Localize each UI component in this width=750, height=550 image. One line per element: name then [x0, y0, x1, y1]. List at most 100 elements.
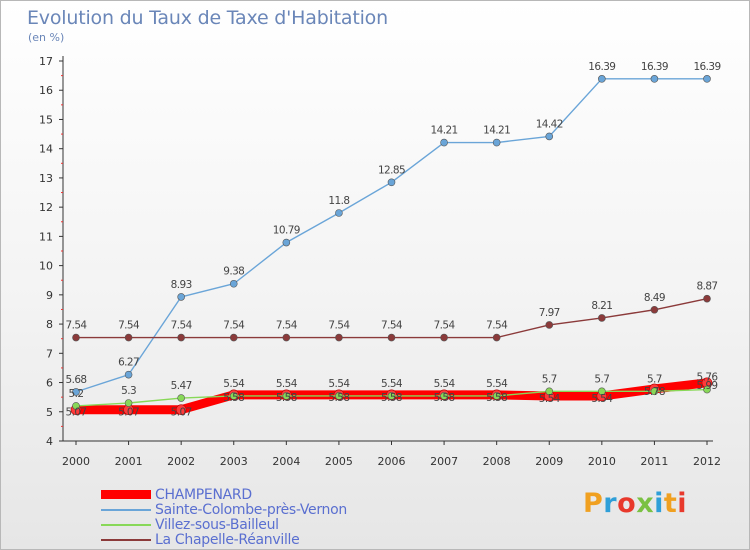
data-label: 7.54 — [328, 320, 350, 332]
data-label: 5.78 — [644, 386, 665, 398]
data-label: 14.21 — [431, 125, 458, 137]
data-label: 5.54 — [591, 393, 613, 405]
logo-letter: x — [636, 488, 655, 519]
data-point — [177, 293, 185, 301]
data-label: 5.58 — [434, 392, 455, 404]
data-label: 7.54 — [118, 320, 140, 332]
chart-subtitle: (en %) — [28, 31, 65, 44]
y-tick-label: 4 — [46, 435, 53, 448]
y-tick-label: 16 — [39, 84, 53, 97]
legend-item: Sainte-Colombe-près-Vernon — [101, 501, 347, 518]
data-point — [492, 138, 501, 147]
data-label: 5.58 — [381, 392, 402, 404]
y-tick-label: 14 — [39, 143, 53, 156]
data-label: 16.39 — [641, 61, 668, 73]
x-tick-label: 2008 — [483, 455, 511, 468]
x-tick-label: 2001 — [115, 455, 143, 468]
logo-letter: i — [654, 488, 664, 519]
y-tick-label: 7 — [46, 347, 53, 360]
data-label: 7.54 — [276, 320, 298, 332]
data-label: 5.7 — [594, 373, 609, 385]
data-point — [598, 387, 606, 396]
data-label: 7.54 — [171, 320, 193, 332]
data-point — [387, 333, 396, 342]
y-tick-label: 13 — [39, 172, 53, 185]
data-point — [282, 392, 291, 400]
data-label: 9.38 — [223, 266, 244, 278]
series-line — [76, 297, 708, 339]
data-point — [703, 385, 711, 394]
data-label: 14.21 — [483, 125, 510, 137]
data-label: 5.07 — [66, 407, 87, 419]
chart-legend: CHAMPENARD Sainte-Colombe-près-Vernon Vill… — [101, 487, 347, 548]
x-tick-label: 2004 — [272, 455, 300, 468]
y-tick-label: 6 — [46, 377, 53, 390]
x-tick-label: 2000 — [62, 455, 90, 468]
logo-letter: r — [603, 488, 618, 519]
data-label: 5.7 — [647, 373, 662, 385]
logo-letter: i — [677, 488, 688, 519]
data-point — [335, 333, 343, 342]
logo-letter: o — [617, 488, 637, 519]
data-label: 5.2 — [69, 388, 84, 400]
x-tick-label: 2005 — [325, 455, 353, 468]
data-point — [598, 314, 606, 322]
data-point — [650, 387, 659, 396]
data-label: 5.58 — [328, 392, 349, 404]
data-point — [703, 75, 711, 83]
data-label: 5.07 — [118, 407, 139, 419]
data-point — [650, 75, 659, 83]
legend-swatch — [101, 490, 151, 499]
data-label: 8.87 — [697, 281, 718, 293]
data-label: 5.54 — [328, 378, 350, 390]
data-point — [124, 399, 133, 407]
data-label: 7.54 — [381, 320, 403, 332]
x-tick-label: 2012 — [693, 455, 721, 468]
x-tick-label: 2006 — [378, 455, 406, 468]
x-tick-label: 2011 — [640, 455, 668, 468]
y-tick-label: 8 — [46, 318, 53, 331]
data-label: 5.54 — [539, 393, 561, 405]
data-label: 5.47 — [171, 380, 192, 392]
data-label: 5.54 — [381, 378, 403, 390]
data-point — [440, 333, 448, 342]
data-point — [545, 321, 554, 329]
data-point — [124, 333, 133, 342]
x-tick-label: 2009 — [535, 455, 563, 468]
chart-title: Evolution du Taux de Taxe d'Habitation — [27, 7, 388, 29]
y-tick-label: 11 — [39, 230, 53, 243]
data-label: 11.8 — [328, 195, 349, 207]
data-point — [492, 333, 501, 342]
x-tick-label: 2010 — [588, 455, 616, 468]
data-point — [335, 209, 343, 217]
data-label: 16.39 — [588, 61, 615, 73]
data-label: 5.99 — [697, 380, 718, 392]
y-tick-label: 17 — [39, 55, 53, 68]
data-point — [335, 392, 343, 400]
x-tick-label: 2002 — [167, 455, 195, 468]
data-label: 12.85 — [378, 164, 405, 176]
data-label: 7.54 — [486, 320, 508, 332]
data-label: 7.54 — [434, 320, 456, 332]
data-point — [703, 294, 711, 303]
data-label: 5.54 — [486, 378, 508, 390]
data-label: 5.58 — [486, 392, 507, 404]
data-point — [440, 138, 448, 147]
data-point — [124, 370, 133, 379]
legend-label: Sainte-Colombe-près-Vernon — [155, 501, 347, 518]
y-tick-label: 5 — [46, 406, 53, 419]
data-label: 5.68 — [66, 374, 87, 386]
data-point — [440, 392, 448, 400]
data-label: 16.39 — [693, 61, 720, 73]
data-point — [598, 75, 606, 83]
data-point — [492, 392, 501, 400]
data-label: 5.58 — [276, 392, 297, 404]
data-point — [282, 238, 291, 247]
data-label: 7.54 — [223, 320, 245, 332]
data-label: 5.58 — [223, 392, 244, 404]
legend-label: La Chapelle-Réanville — [155, 531, 300, 548]
y-tick-label: 9 — [46, 289, 53, 302]
data-point — [387, 178, 396, 187]
legend-swatch — [101, 538, 151, 541]
